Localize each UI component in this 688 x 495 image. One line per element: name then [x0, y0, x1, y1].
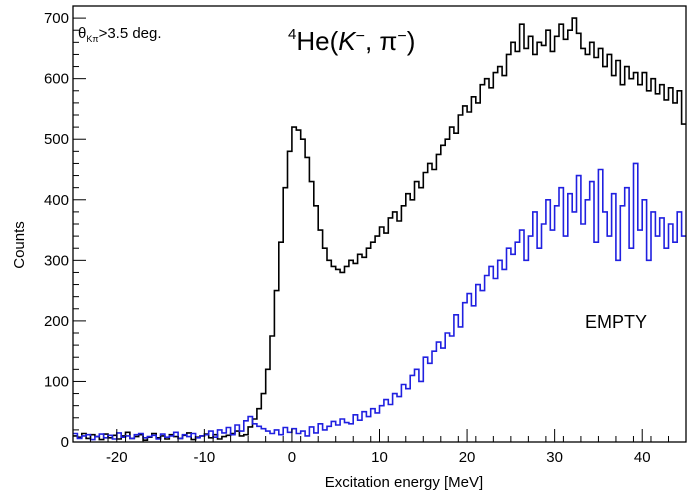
y-tick-label: 100 [44, 373, 69, 390]
mass-number: 4 [288, 26, 296, 43]
empty-label: EMPTY [585, 312, 647, 332]
angle-cut-value: >3.5 deg. [99, 25, 162, 42]
x-axis-title: Excitation energy [MeV] [325, 474, 483, 491]
y-tick-label: 200 [44, 313, 69, 330]
y-tick-label: 400 [44, 192, 69, 209]
signal-histogram [73, 17, 686, 441]
nucleus-symbol: He [296, 26, 329, 56]
plot-frame [72, 5, 687, 443]
y-tick-label: 600 [44, 71, 69, 88]
theta-symbol: θ [78, 25, 86, 42]
x-tick-label: 40 [634, 449, 651, 466]
x-tick-label: 20 [459, 449, 476, 466]
y-tick-label: 300 [44, 252, 69, 269]
x-tick-label: -20 [106, 449, 128, 466]
pion-charge: − [397, 28, 406, 45]
x-tick-label: -10 [194, 449, 216, 466]
kaon-symbol: K [338, 26, 357, 56]
pion-symbol: π [379, 26, 397, 56]
y-tick-label: 700 [44, 10, 69, 27]
x-tick-label: 10 [371, 449, 388, 466]
open-paren: ( [330, 26, 339, 56]
series-layer [73, 17, 686, 441]
y-tick-label: 500 [44, 131, 69, 148]
empty-histogram [73, 162, 686, 441]
angle-cut-label: θKπ>3.5 deg. [78, 25, 162, 44]
reaction-label: 4He(K−, π−) [288, 26, 415, 56]
close-paren: ) [407, 26, 416, 56]
x-tick-label: 0 [288, 449, 296, 466]
y-tick-label: 0 [61, 434, 69, 451]
separator: , [365, 26, 379, 56]
theta-subscript: Kπ [86, 34, 98, 44]
y-axis-title: Counts [11, 221, 28, 269]
x-tick-label: 30 [546, 449, 563, 466]
kaon-charge: − [356, 28, 365, 45]
